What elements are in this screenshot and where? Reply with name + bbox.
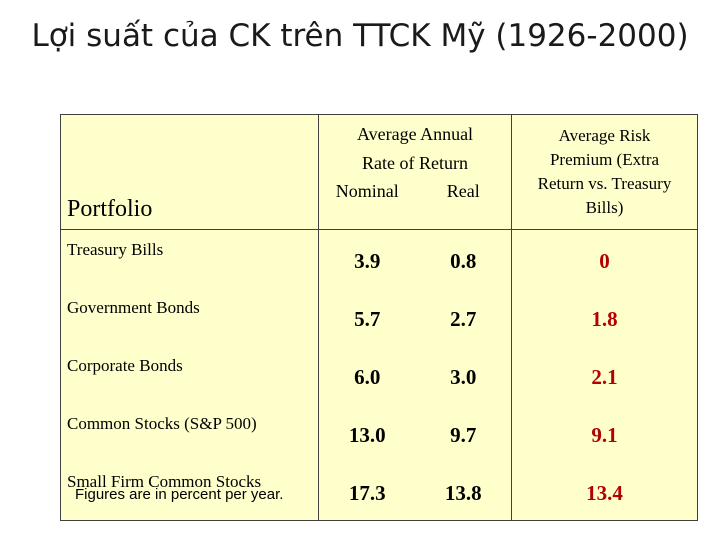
- row-nominal: 13.0: [318, 404, 416, 462]
- table-row: Government Bonds 5.7 2.7 1.8: [61, 288, 698, 346]
- row-real: 0.8: [450, 248, 477, 273]
- row-nominal: 6.0: [318, 346, 416, 404]
- table-row: Small Firm Common Stocks 17.3 13.8 13.4: [61, 462, 698, 521]
- row-portfolio: Treasury Bills: [67, 240, 164, 259]
- header-nominal: Nominal: [318, 179, 416, 230]
- header-premium-line3: Return vs. Treasury: [537, 174, 672, 193]
- row-nominal: 3.9: [318, 229, 416, 288]
- slide-title: Lợi suất của CK trên TTCK Mỹ (1926-2000): [31, 18, 689, 54]
- row-real: 3.0: [450, 364, 477, 389]
- row-premium: 0: [511, 229, 698, 288]
- header-premium-line4: Bills): [585, 198, 624, 217]
- header-real: Real: [415, 179, 512, 230]
- header-row-1: Portfolio Average Annual Rate of Return …: [60, 114, 698, 230]
- row-premium: 1.8: [511, 288, 698, 346]
- returns-table: Portfolio Average Annual Rate of Return …: [60, 114, 698, 521]
- row-real: 2.7: [450, 306, 477, 331]
- row-portfolio: Small Firm Common Stocks: [67, 472, 262, 491]
- row-portfolio: Corporate Bonds: [67, 356, 183, 375]
- row-portfolio: Government Bonds: [67, 298, 200, 317]
- header-risk-premium: Average Risk Premium (Extra Return vs. T…: [511, 114, 698, 230]
- header-row-2: Nominal Real: [61, 179, 698, 230]
- row-premium: 13.4: [511, 462, 698, 521]
- header-annual-line2: Rate of Return: [362, 153, 468, 173]
- row-real: 9.7: [450, 422, 477, 447]
- row-portfolio: Common Stocks (S&P 500): [67, 414, 257, 433]
- header-annual-line1: Average Annual: [356, 124, 474, 144]
- table-row: Common Stocks (S&P 500) 13.0 9.7 9.1: [61, 404, 698, 462]
- row-nominal: 5.7: [318, 288, 416, 346]
- footnote: Figures are in percent per year.: [75, 486, 284, 503]
- row-premium: 2.1: [511, 346, 698, 404]
- row-nominal: 17.3: [318, 462, 416, 521]
- table-row: Corporate Bonds 6.0 3.0 2.1: [61, 346, 698, 404]
- header-premium-line2: Premium (Extra: [549, 150, 660, 169]
- row-premium: 9.1: [511, 404, 698, 462]
- header-portfolio: Portfolio: [60, 114, 319, 230]
- header-premium-line1: Average Risk: [558, 126, 651, 145]
- row-real: 13.8: [444, 480, 482, 505]
- table-row: Treasury Bills 3.9 0.8 0: [61, 229, 698, 288]
- header-average-annual: Average Annual Rate of Return: [318, 114, 512, 179]
